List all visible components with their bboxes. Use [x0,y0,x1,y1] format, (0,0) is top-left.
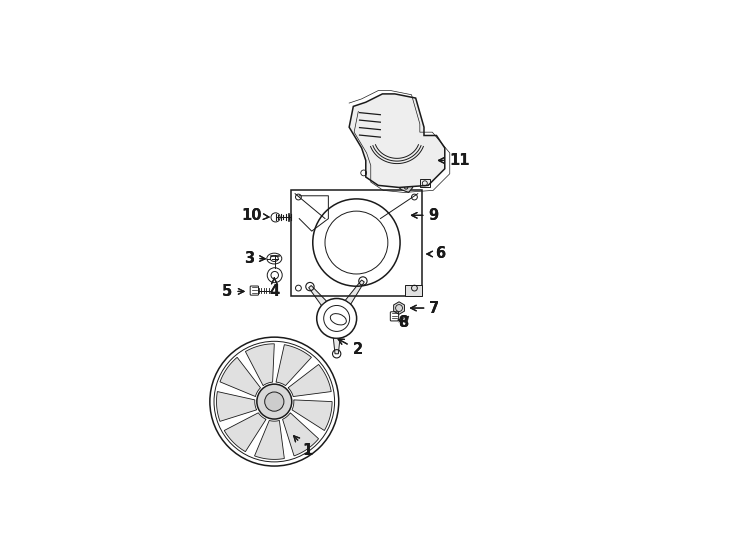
Polygon shape [333,339,340,354]
Text: 9: 9 [412,208,439,223]
Polygon shape [283,413,319,456]
Polygon shape [393,302,404,314]
Polygon shape [220,357,261,396]
Polygon shape [288,364,331,396]
Polygon shape [217,392,257,421]
Text: 1: 1 [294,436,313,458]
Text: 3: 3 [244,251,265,266]
Text: 3: 3 [244,251,265,266]
Circle shape [265,392,284,411]
Text: 8: 8 [398,315,408,330]
Bar [420,179,430,187]
Polygon shape [225,413,266,451]
Text: 10: 10 [241,208,269,223]
Text: 7: 7 [411,301,440,315]
Polygon shape [309,286,327,305]
Text: 4: 4 [269,278,280,299]
Polygon shape [245,344,275,386]
Text: 5: 5 [222,284,244,299]
Text: 8: 8 [398,315,408,330]
Text: 2: 2 [338,339,363,357]
Text: 11: 11 [439,153,470,168]
Polygon shape [276,345,311,386]
Bar [291,190,422,295]
Text: 9: 9 [412,208,439,223]
Polygon shape [292,400,332,430]
Text: 4: 4 [269,278,280,299]
Text: 5: 5 [222,284,244,299]
Text: 2: 2 [338,339,363,357]
Text: 6: 6 [427,246,446,261]
Polygon shape [349,94,445,187]
Text: 10: 10 [241,208,269,223]
Polygon shape [346,280,364,304]
Text: 7: 7 [411,301,440,315]
Text: 11: 11 [439,153,470,168]
Circle shape [257,384,292,419]
Polygon shape [255,421,284,460]
Text: 1: 1 [294,436,313,458]
Polygon shape [399,183,413,192]
Polygon shape [405,285,422,295]
Text: 6: 6 [427,246,446,261]
